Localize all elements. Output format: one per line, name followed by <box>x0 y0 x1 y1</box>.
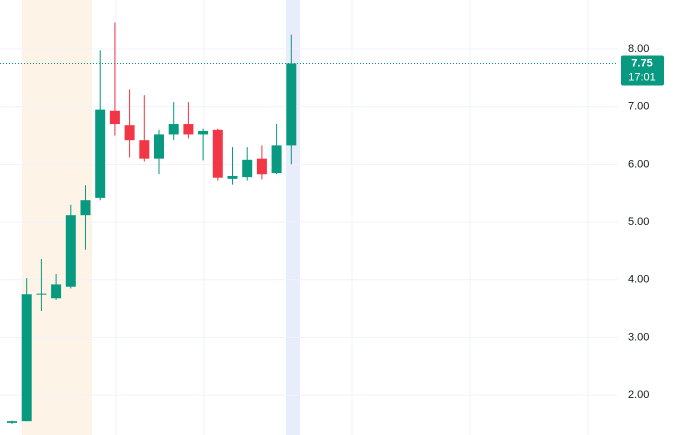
candle-body <box>21 294 32 422</box>
candle-body <box>286 63 297 146</box>
candle-body <box>212 129 223 178</box>
candle-body <box>227 175 238 179</box>
vertical-grid <box>115 0 589 435</box>
candle-body <box>242 159 253 178</box>
candle-body <box>183 124 194 135</box>
candle-body <box>198 130 209 135</box>
candle-body <box>256 158 267 175</box>
y-tick-label: 7.00 <box>628 101 649 113</box>
countdown-label: 17:01 <box>628 71 656 83</box>
candle-body <box>80 200 91 216</box>
session-highlight <box>22 0 92 435</box>
y-tick-label: 2.00 <box>628 389 649 401</box>
y-tick-label: 3.00 <box>628 331 649 343</box>
candle-body <box>139 140 150 159</box>
candle-body <box>168 124 179 135</box>
last-price-label: 7.75 <box>631 57 652 69</box>
y-tick-label: 8.00 <box>628 43 649 55</box>
candle-body <box>154 134 164 159</box>
candle-body <box>95 109 106 198</box>
candle-body <box>7 421 17 423</box>
candle-body <box>124 125 135 141</box>
y-tick-label: 5.00 <box>628 216 649 228</box>
candle-body <box>65 215 76 287</box>
candle-body <box>51 284 62 299</box>
last-price-tag <box>621 55 664 86</box>
candle-body <box>271 145 282 174</box>
y-tick-label: 6.00 <box>628 158 649 170</box>
candle-body <box>109 110 120 125</box>
y-tick-label: 4.00 <box>628 274 649 286</box>
candle-body <box>36 293 47 295</box>
